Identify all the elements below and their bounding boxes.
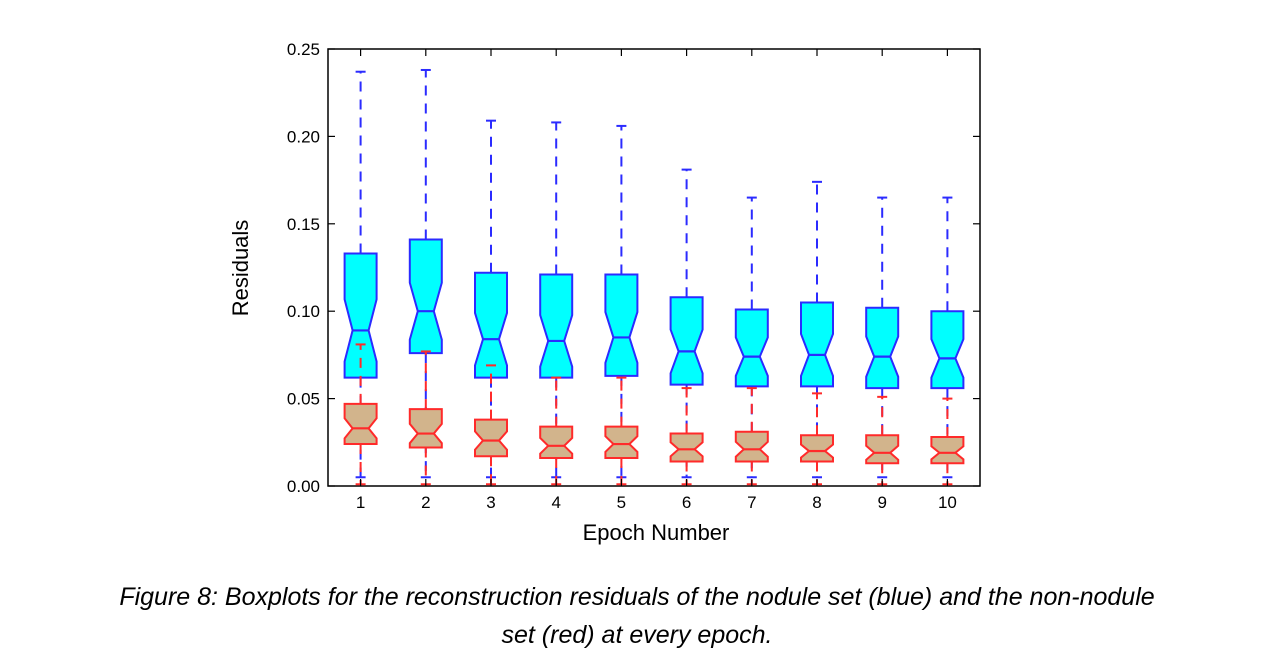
x-tick-label: 3: [486, 493, 495, 512]
nodule-box: [604, 124, 639, 479]
box: [865, 434, 900, 465]
box: [800, 301, 834, 388]
x-tick-label: 8: [812, 493, 821, 512]
non-nodule-box: [669, 387, 704, 486]
box: [734, 430, 769, 463]
box: [865, 306, 900, 390]
y-tick-label: 0.05: [287, 390, 320, 409]
box: [800, 434, 834, 463]
y-tick-label: 0.20: [287, 127, 320, 146]
box: [930, 310, 965, 390]
box: [539, 273, 574, 379]
box: [343, 252, 378, 379]
x-tick-label: 6: [682, 493, 691, 512]
caption-line-2: set (red) at every epoch.: [501, 621, 773, 649]
y-tick-label: 0.25: [287, 40, 320, 59]
x-tick-label: 5: [617, 493, 626, 512]
x-axis: 1 2 3 4 5 6 7 8 9 10: [356, 49, 957, 512]
box: [539, 425, 574, 460]
x-tick-label: 7: [747, 493, 756, 512]
box: [930, 436, 965, 465]
x-tick-label: 4: [551, 493, 560, 512]
box: [604, 425, 639, 460]
box: [669, 296, 704, 386]
plot-area: [327, 48, 981, 487]
box: [604, 273, 639, 377]
non-nodule-box: [343, 343, 378, 486]
x-tick-label: 1: [356, 493, 365, 512]
nodule-box: [343, 70, 378, 479]
box: [408, 408, 443, 449]
nodule-box: [474, 119, 508, 479]
box: [669, 432, 704, 463]
box: [474, 418, 508, 458]
y-axis-label: Residuals: [228, 220, 253, 317]
box: [343, 402, 378, 446]
nodule-box: [539, 121, 574, 479]
x-tick-label: 9: [877, 493, 886, 512]
y-tick-label: 0.10: [287, 302, 320, 321]
x-tick-label: 2: [421, 493, 430, 512]
boxplot-chart: 0.00 0.05 0.10 0.15 0.20 0.25 1 2 3 4 5 6 7 8 9 10 Res…: [228, 40, 981, 545]
figure-caption: Figure 8: Boxplots for the reconstructio…: [20, 578, 1254, 654]
box: [734, 308, 769, 388]
non-nodule-box: [734, 387, 769, 486]
caption-line-1: Figure 8: Boxplots for the reconstructio…: [119, 583, 1155, 611]
x-tick-label: 10: [938, 493, 957, 512]
y-tick-label: 0.00: [287, 477, 320, 496]
non-nodule-box: [865, 395, 900, 486]
y-tick-label: 0.15: [287, 215, 320, 234]
non-nodule-box: [474, 364, 508, 486]
y-axis: 0.00 0.05 0.10 0.15 0.20 0.25: [287, 40, 980, 496]
box: [474, 271, 508, 379]
non-nodule-box: [604, 376, 639, 486]
box: [408, 238, 443, 355]
non-nodule-box: [408, 350, 443, 486]
x-axis-label: Epoch Number: [583, 520, 730, 545]
